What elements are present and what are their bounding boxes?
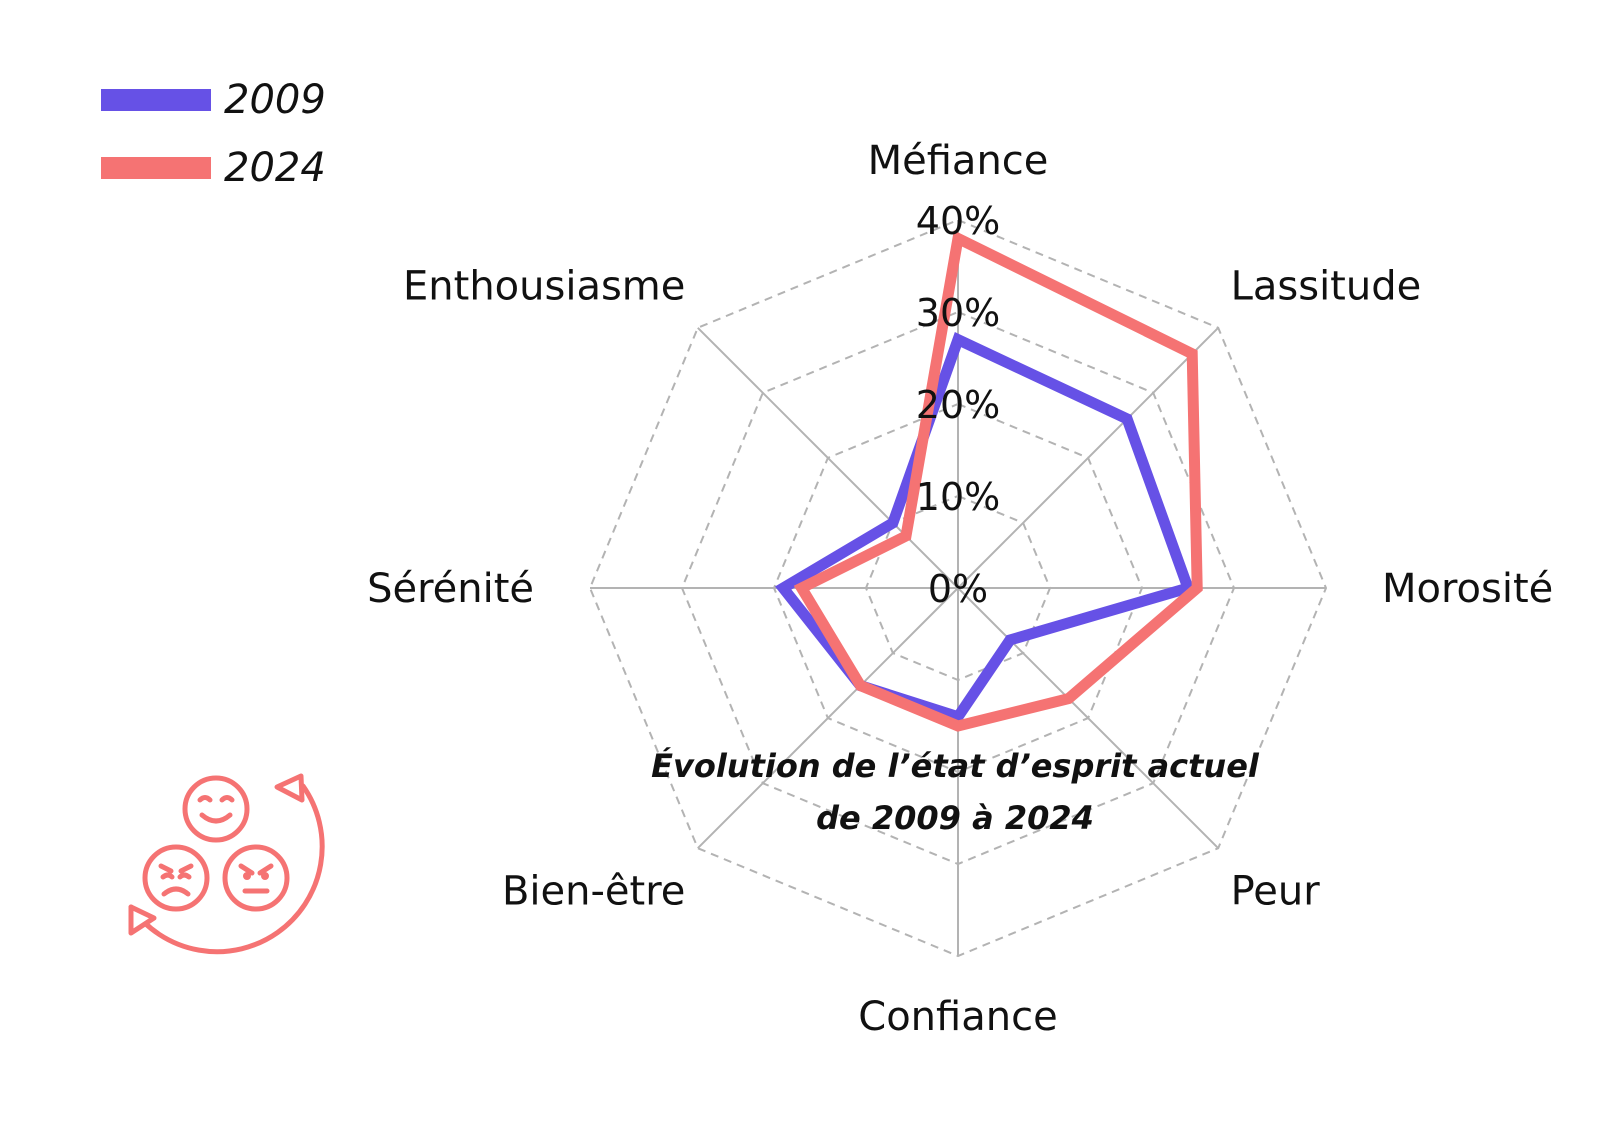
emotions-cycle-icon [128, 773, 325, 955]
series-line-2009 [774, 332, 1196, 724]
legend-label-2009: 2009 [224, 77, 326, 123]
axis-label-4: Peur [1231, 869, 1321, 915]
tick-label-4: 40% [916, 199, 1000, 243]
tick-label-0: 0% [928, 567, 988, 611]
axis-label-2: Lassitude [1231, 263, 1422, 309]
legend-label-2024: 2024 [224, 145, 326, 191]
axis-label-7: Sérénité [367, 566, 534, 612]
axis-label-8: Enthousiasme [403, 263, 685, 309]
chart-title-line-2: de 2009 à 2024 [816, 799, 1094, 837]
grid-spoke-4 [957, 587, 1219, 849]
grid-spoke-6 [697, 587, 959, 849]
legend: 2009 2024 [101, 77, 326, 191]
legend-swatch-2009 [101, 89, 211, 111]
tick-label-3: 30% [916, 291, 1000, 335]
axis-label-6: Bien-être [502, 869, 685, 915]
axis-label-3: Morosité [1382, 566, 1553, 612]
axis-label-5: Confiance [858, 994, 1057, 1040]
chart-title-line-1: Évolution de l’état d’esprit actuel [651, 747, 1260, 785]
legend-swatch-2024 [101, 157, 211, 179]
radar-axis-labels: Méfiance Lassitude Morosité Peur Confiance Bi… [367, 138, 1553, 1040]
chart-title: Évolution de l’état d’esprit actuel de 2… [651, 747, 1260, 837]
radar-grid [588, 218, 1328, 958]
series-line-2024 [793, 230, 1203, 732]
radar-series [774, 230, 1203, 732]
radar-tick-labels: 0% 10% 20% 30% 40% [916, 199, 1000, 611]
tick-label-1: 10% [916, 475, 1000, 519]
grid-spoke-2 [957, 327, 1219, 589]
grid-spoke-8 [697, 327, 959, 589]
tick-label-2: 20% [916, 383, 1000, 427]
axis-label-1: Méfiance [868, 138, 1049, 184]
